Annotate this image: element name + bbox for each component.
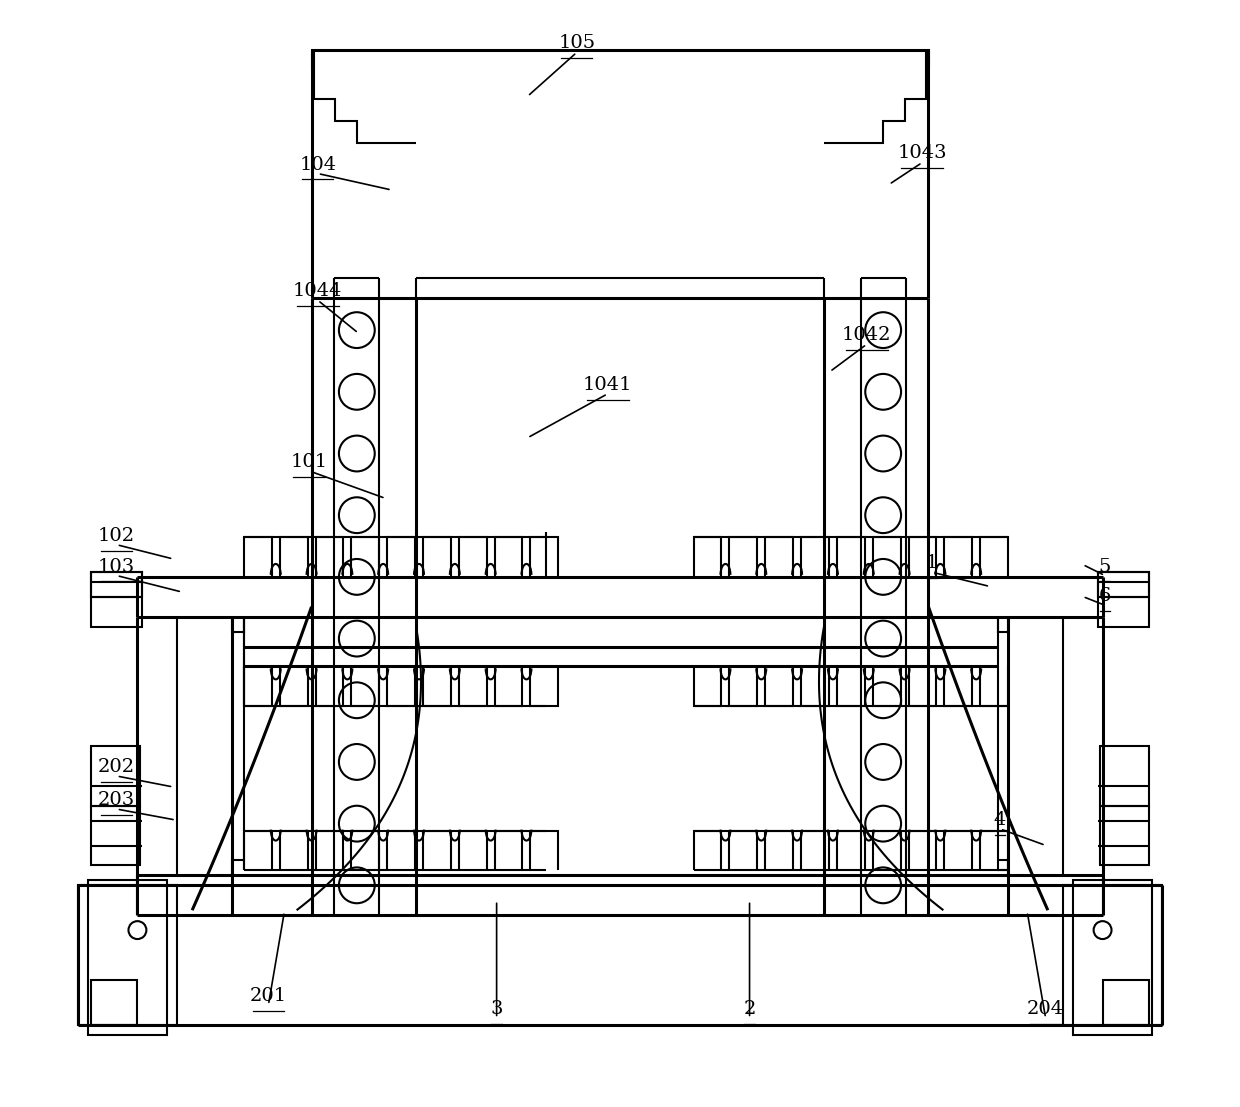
Text: 1: 1 [926, 555, 939, 572]
Bar [1073, 880, 1152, 1035]
Text: 1044: 1044 [293, 282, 342, 300]
Bar [1097, 572, 1149, 627]
Text: 103: 103 [98, 558, 135, 576]
Text: 204: 204 [1027, 1001, 1064, 1018]
Text: 1043: 1043 [898, 145, 947, 163]
Text: 6: 6 [1099, 588, 1111, 606]
Text: 203: 203 [98, 792, 135, 809]
Text: 2: 2 [743, 1001, 755, 1018]
Bar [91, 806, 140, 866]
Text: 1042: 1042 [842, 327, 892, 344]
Text: 102: 102 [98, 527, 135, 545]
Bar [1097, 572, 1149, 597]
Bar [1100, 746, 1149, 806]
Bar [1100, 806, 1149, 866]
Text: 3: 3 [490, 1001, 503, 1018]
Bar [91, 572, 143, 597]
Bar [1063, 886, 1162, 1025]
Bar [91, 746, 140, 806]
Text: 202: 202 [98, 758, 135, 776]
Bar [91, 980, 138, 1025]
Bar [78, 886, 177, 1025]
Bar [88, 880, 167, 1035]
Text: 101: 101 [290, 453, 327, 470]
Text: 5: 5 [1099, 558, 1111, 576]
Bar [91, 572, 143, 627]
Text: 201: 201 [249, 987, 286, 1005]
Text: 105: 105 [558, 34, 595, 52]
Bar [1102, 980, 1149, 1025]
Text: 1041: 1041 [583, 375, 632, 394]
Text: 4: 4 [993, 810, 1006, 829]
Text: 104: 104 [299, 155, 336, 174]
